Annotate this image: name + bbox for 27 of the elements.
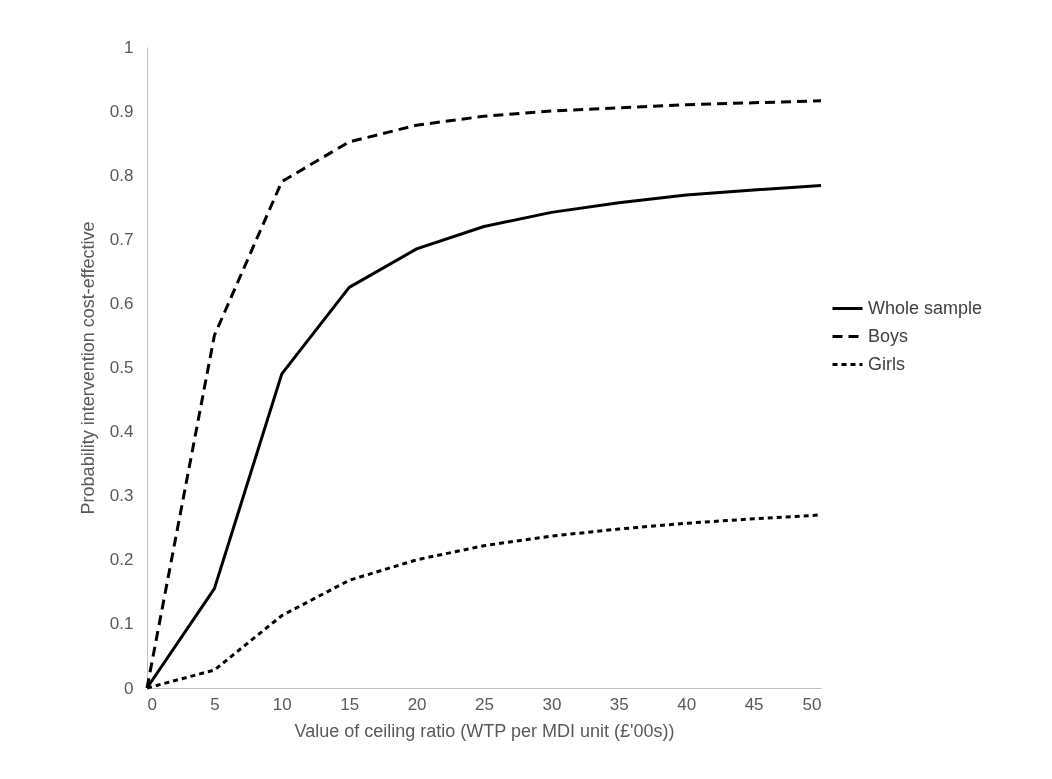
legend-label: Boys xyxy=(868,325,909,346)
y-tick-label: 0.2 xyxy=(109,550,134,570)
x-tick-label: 0 xyxy=(147,694,157,714)
legend-label: Girls xyxy=(868,353,905,374)
x-tick-label: 40 xyxy=(677,694,697,714)
x-tick-label: 45 xyxy=(744,694,764,714)
y-tick-label: 0.7 xyxy=(109,229,134,249)
x-tick-label: 20 xyxy=(407,694,427,714)
x-tick-label: 50 xyxy=(802,694,822,714)
y-tick-label: 0 xyxy=(124,678,134,698)
x-axis-title: Value of ceiling ratio (WTP per MDI unit (£'00s)) xyxy=(294,720,675,741)
y-tick-label: 0.9 xyxy=(109,101,134,121)
y-tick-label: 0.1 xyxy=(109,614,134,634)
y-tick-label: 0.5 xyxy=(109,358,134,377)
x-tick-label: 15 xyxy=(340,694,360,714)
x-tick-label: 30 xyxy=(542,694,562,714)
x-tick-label: 25 xyxy=(475,694,494,714)
y-tick-label: 1 xyxy=(124,37,134,57)
y-tick-label: 0.8 xyxy=(109,165,134,185)
x-tick-label: 10 xyxy=(272,694,292,714)
x-tick-label: 5 xyxy=(210,694,220,714)
y-tick-label: 0.3 xyxy=(109,486,134,506)
legend-label: Whole sample xyxy=(868,297,983,318)
y-axis-title: Probability intervention cost-effective xyxy=(77,221,98,515)
y-tick-label: 0.6 xyxy=(109,293,134,313)
y-tick-label: 0.4 xyxy=(109,422,134,442)
x-tick-label: 35 xyxy=(609,694,629,714)
